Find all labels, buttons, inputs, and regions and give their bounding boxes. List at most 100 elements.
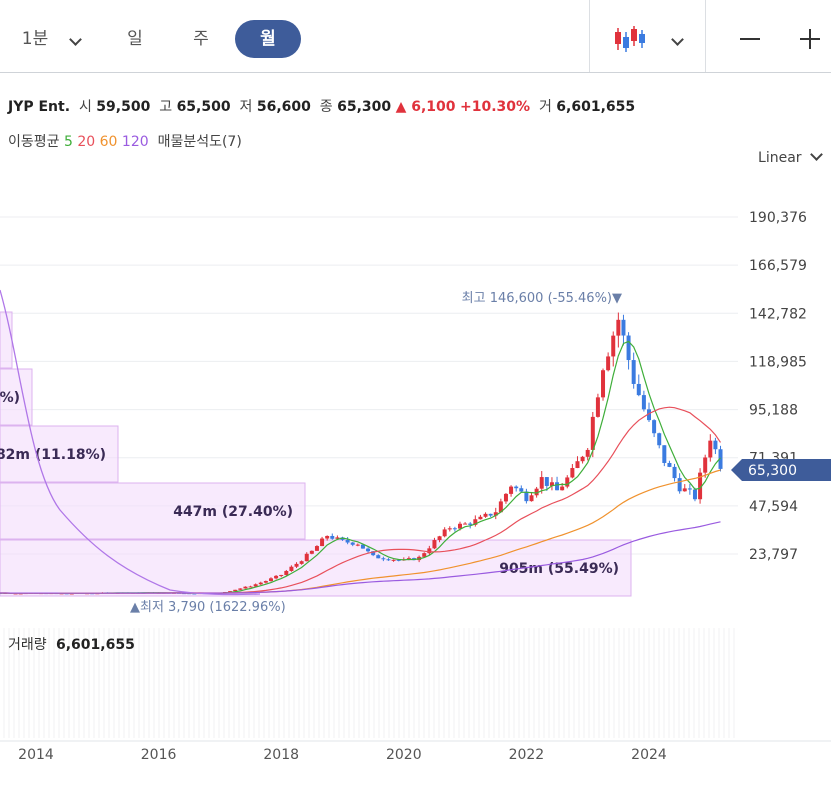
candle-body xyxy=(182,593,187,595)
candle-body xyxy=(422,553,427,557)
volume-profile-bar xyxy=(0,539,632,597)
candle-body xyxy=(156,592,161,594)
candle-body xyxy=(698,472,703,500)
candle-body xyxy=(131,592,136,594)
candle-body xyxy=(115,592,120,594)
chart-type-button[interactable] xyxy=(604,20,654,58)
interval-dropdown[interactable] xyxy=(60,20,90,58)
candle-body xyxy=(309,550,314,554)
y-tick-label: 118,985 xyxy=(749,354,807,370)
tab-week-label: 주 xyxy=(193,29,209,49)
candle-body xyxy=(406,558,411,560)
candle-body xyxy=(427,548,432,554)
candle-body xyxy=(13,593,18,595)
candle-body xyxy=(509,486,514,494)
x-tick-label: 2022 xyxy=(509,747,545,763)
candle-body xyxy=(641,395,646,410)
candle-body xyxy=(59,593,64,595)
x-tick-label: 2016 xyxy=(141,747,177,763)
candle-body xyxy=(64,593,69,595)
tab-week[interactable]: 주 xyxy=(178,20,224,58)
candle-body xyxy=(110,592,115,594)
volume-profile-bar xyxy=(0,368,33,426)
candle-body xyxy=(708,440,713,458)
candle-body xyxy=(575,461,580,469)
candle-body xyxy=(79,592,84,594)
chevron-down-icon xyxy=(68,33,82,46)
candle-body xyxy=(243,586,248,589)
candle-body xyxy=(626,335,631,361)
candle-body xyxy=(457,523,462,529)
tab-day[interactable]: 일 xyxy=(112,20,158,58)
candle-body xyxy=(223,592,228,594)
zoom-in-button[interactable] xyxy=(790,20,830,58)
scale-mode-toggle[interactable]: Linear xyxy=(758,148,823,166)
candle-body xyxy=(677,478,682,492)
ma-line-60 xyxy=(0,469,721,594)
candle-body xyxy=(253,584,258,587)
tab-month[interactable]: 월 xyxy=(235,20,301,58)
candle-body xyxy=(340,537,345,540)
candle-body xyxy=(381,558,386,560)
candle-body xyxy=(274,575,279,579)
ma-120: 120 xyxy=(121,134,149,150)
open-label: 시 xyxy=(78,99,92,115)
volume-value: 6,601,655 xyxy=(556,99,636,115)
high-value: 65,500 xyxy=(176,99,231,115)
x-tick-label: 2014 xyxy=(18,747,54,763)
volume-profile-label: 447m (27.40%) xyxy=(173,504,293,520)
interval-selector[interactable]: 1분 xyxy=(10,20,60,58)
candle-body xyxy=(335,537,340,539)
volume-profile-bar xyxy=(0,482,306,540)
candle-body xyxy=(360,544,365,549)
candle-body xyxy=(493,512,498,516)
candlestick-icon xyxy=(615,26,645,52)
y-tick-label: 166,579 xyxy=(749,258,807,274)
candle-body xyxy=(529,495,534,502)
candle-body xyxy=(39,593,44,595)
current-price-label: 65,300 xyxy=(748,463,797,479)
candle-body xyxy=(631,360,636,384)
ma-line-5 xyxy=(0,340,721,595)
moving-average-legend[interactable]: 이동평균 5 20 60 120 매물분석도(7) xyxy=(8,131,242,151)
zoom-out-button[interactable] xyxy=(730,20,770,58)
candle-body xyxy=(320,538,325,547)
y-tick-label: 23,797 xyxy=(749,547,798,563)
candle-body xyxy=(166,592,171,594)
candle-body xyxy=(468,523,473,525)
chart-toolbar: 1분 일 주 월 xyxy=(0,0,831,73)
open-value: 59,500 xyxy=(96,99,151,115)
close-value: 65,300 xyxy=(337,99,392,115)
candle-body xyxy=(136,592,141,594)
scale-mode-label: Linear xyxy=(758,150,802,166)
candle-body xyxy=(590,416,595,450)
candle-body xyxy=(23,593,28,595)
ma-line-20 xyxy=(0,406,721,594)
candle-body xyxy=(386,559,391,561)
candle-body xyxy=(718,449,723,469)
volume-profile-label: 매물분석도(7) xyxy=(157,134,242,150)
change-percent: +10.30% xyxy=(460,99,531,115)
y-tick-label: 190,376 xyxy=(749,210,807,226)
candle-body xyxy=(616,319,621,336)
volume-last-value: 6,601,655 xyxy=(56,637,135,653)
x-tick-label: 2018 xyxy=(263,747,299,763)
candle-body xyxy=(146,592,151,594)
candle-body xyxy=(565,477,570,487)
candle-body xyxy=(366,548,371,552)
candle-body xyxy=(580,456,585,462)
chart-type-dropdown[interactable] xyxy=(664,20,690,58)
candle-body xyxy=(549,482,554,486)
candle-body xyxy=(672,466,677,479)
candle-body xyxy=(483,513,488,517)
candle-body xyxy=(345,539,350,543)
interval-label: 1분 xyxy=(21,29,49,49)
stock-name: JYP Ent. xyxy=(8,99,71,115)
candle-body xyxy=(187,593,192,595)
plus-icon xyxy=(800,29,820,49)
candle-body xyxy=(258,582,263,585)
candle-body xyxy=(228,591,233,593)
low-value: 56,600 xyxy=(256,99,311,115)
candle-body xyxy=(299,561,304,564)
candle-body xyxy=(0,592,3,594)
